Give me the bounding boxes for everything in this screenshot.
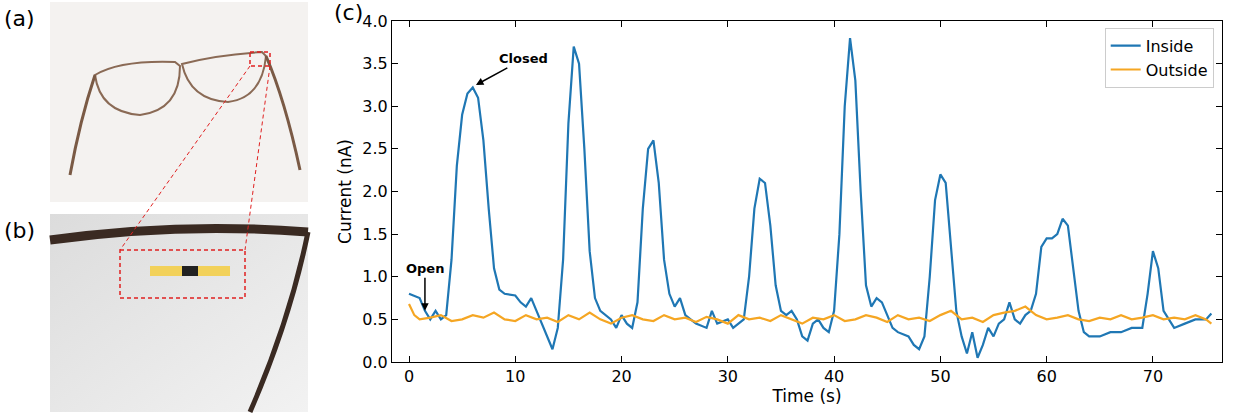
svg-text:40: 40 xyxy=(824,367,844,386)
svg-text:2.0: 2.0 xyxy=(362,182,387,201)
svg-text:0.5: 0.5 xyxy=(362,310,387,329)
svg-text:50: 50 xyxy=(930,367,950,386)
svg-text:60: 60 xyxy=(1036,367,1056,386)
svg-text:30: 30 xyxy=(718,367,738,386)
svg-text:70: 70 xyxy=(1143,367,1163,386)
html-text:(b): (b) xyxy=(4,218,36,243)
svg-text:2.5: 2.5 xyxy=(362,139,387,158)
svg-text:20: 20 xyxy=(611,367,631,386)
svg-text:3.0: 3.0 xyxy=(362,97,387,116)
svg-text:0: 0 xyxy=(404,367,414,386)
svg-text:Time (s): Time (s) xyxy=(771,386,841,406)
html-text:(c): (c) xyxy=(334,0,364,25)
svg-text:1.5: 1.5 xyxy=(362,225,387,244)
svg-text:Current (nA): Current (nA) xyxy=(335,139,355,244)
svg-text:Closed: Closed xyxy=(499,51,548,66)
svg-text:Inside: Inside xyxy=(1146,37,1194,56)
svg-text:3.5: 3.5 xyxy=(362,54,387,73)
svg-text:4.0: 4.0 xyxy=(362,12,387,31)
svg-text:1.0: 1.0 xyxy=(362,267,387,286)
svg-text:10: 10 xyxy=(505,367,525,386)
html-text:(a): (a) xyxy=(4,6,35,31)
svg-text:Outside: Outside xyxy=(1146,61,1208,80)
svg-text:Open: Open xyxy=(406,261,444,276)
svg-text:0.0: 0.0 xyxy=(362,353,387,372)
